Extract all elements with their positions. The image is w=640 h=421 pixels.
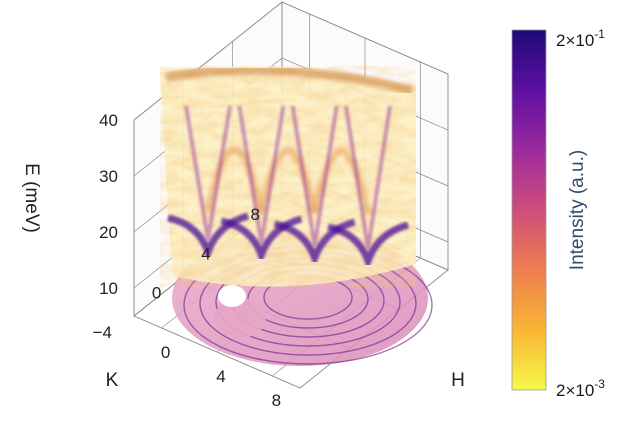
h-tick-label: 0 [161, 343, 170, 362]
floor-lobe [214, 298, 266, 338]
branch-arm [344, 105, 392, 250]
colorbar-bar [511, 29, 547, 391]
colorbar-max-label: 2×10-1 [556, 27, 605, 50]
tick-labels: 10 20 30 40 −4 0 4 8 0 4 8 [93, 111, 281, 410]
colorbar-min-label: 2×10-3 [556, 377, 605, 400]
arch [311, 148, 372, 215]
k-tick-label: −4 [93, 323, 112, 342]
e-tick-label: 20 [99, 223, 118, 242]
colorbar: 2×10-1 2×10-3 Intensity (a.u.) [511, 27, 605, 400]
h-tick-label: 4 [216, 367, 225, 386]
branch [327, 105, 410, 292]
colorbar-title: Intensity (a.u.) [567, 150, 588, 270]
k-tick-label: 0 [152, 284, 161, 303]
branch-cusp [327, 221, 410, 272]
h-tick-label: 8 [272, 391, 281, 410]
e-tick-label: 30 [99, 167, 118, 186]
floor-hole [218, 285, 246, 307]
k-axis-title: K [106, 370, 119, 391]
h-axis-title: H [451, 370, 465, 391]
k-tick-label: 4 [201, 244, 210, 263]
branch-arm [184, 105, 232, 241]
e-tick-label: 10 [99, 279, 118, 298]
arch [204, 146, 265, 215]
e-tick-label: 40 [99, 111, 118, 130]
top-band [165, 65, 414, 96]
k-tick-label: 8 [251, 205, 260, 224]
dispersion-branches [167, 105, 410, 292]
branch-arm [290, 105, 339, 247]
arch [257, 147, 319, 215]
branch-arm [237, 105, 286, 244]
e-axis-title: E (meV) [21, 163, 42, 233]
